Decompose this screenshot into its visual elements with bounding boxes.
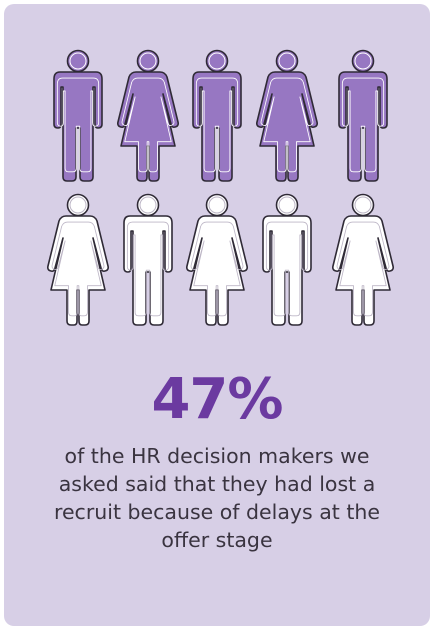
plain-female-person-icon — [332, 193, 394, 326]
plain-female-person-icon — [186, 193, 248, 326]
highlighted-male-person-icon — [192, 49, 242, 182]
highlighted-male-person-icon — [338, 49, 388, 182]
highlighted-male-person-icon — [53, 49, 103, 182]
plain-female-person-icon — [47, 193, 109, 326]
people-icon-grid-svg — [47, 49, 394, 326]
infographic-card: 47% of the HR decision makers we asked s… — [4, 4, 430, 626]
highlighted-female-person-icon — [117, 49, 179, 182]
highlighted-female-person-icon — [256, 49, 318, 182]
stat-description: of the HR decision makers we asked said … — [53, 444, 381, 552]
people-icon-grid — [4, 4, 430, 364]
stat-percentage: 47% — [151, 367, 283, 432]
plain-male-person-icon — [123, 193, 173, 326]
plain-male-person-icon — [262, 193, 312, 326]
